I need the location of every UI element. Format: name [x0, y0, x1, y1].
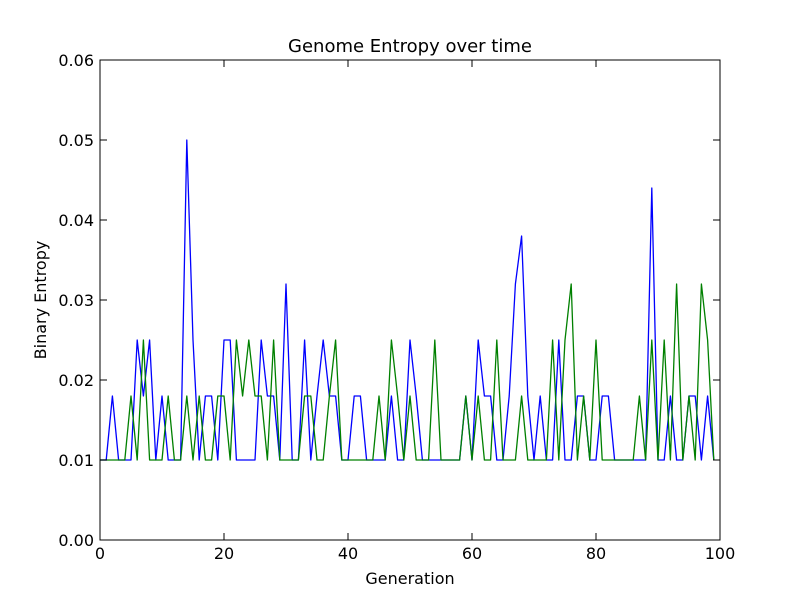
x-tick-label: 60 — [462, 544, 482, 563]
series-line-2 — [100, 283, 715, 461]
y-tick-label: 0.01 — [58, 451, 94, 470]
x-tick-label: 0 — [95, 544, 105, 563]
x-tick-label: 100 — [705, 544, 736, 563]
y-tick-label: 0.02 — [58, 371, 94, 390]
y-tick-label: 0.04 — [58, 211, 94, 230]
x-tick-label: 20 — [214, 544, 234, 563]
chart-title: Genome Entropy over time — [288, 36, 532, 57]
x-tick-label: 80 — [586, 544, 606, 563]
y-tick-label: 0.03 — [58, 291, 94, 310]
y-tick-label: 0.05 — [58, 131, 94, 150]
x-tick-label: 40 — [338, 544, 358, 563]
y-tick-label: 0.06 — [58, 51, 94, 70]
plot-area: 0 20 40 60 80 100 0.00 0.01 0.02 0.03 0.04 0.05 0.06 — [58, 51, 735, 563]
x-axis-label: Generation — [365, 569, 454, 588]
y-axis-label: Binary Entropy — [31, 241, 50, 360]
y-tick-label: 0.00 — [58, 531, 94, 550]
